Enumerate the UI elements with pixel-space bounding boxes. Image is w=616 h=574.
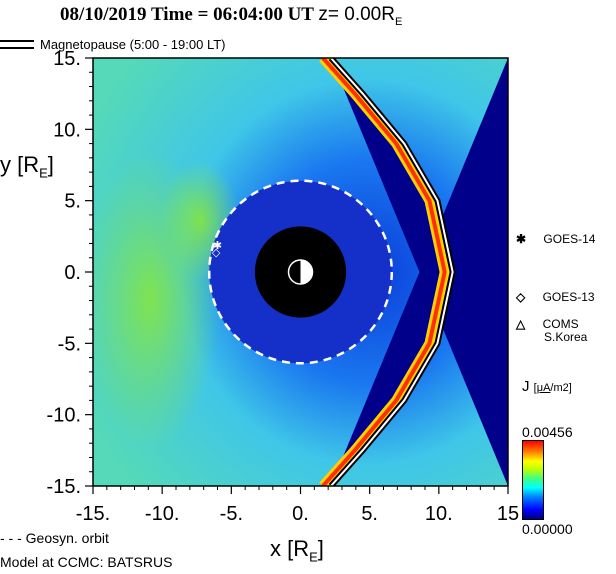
x-tick-label: -10. (145, 503, 179, 525)
chart-title: 08/10/2019 Time = 06:04:00 UT z= 0.00RE (60, 4, 402, 28)
x-tick-label: -15. (76, 503, 110, 525)
goes14-label: GOES-14 (543, 232, 596, 246)
magnetopause-legend: Magnetopause (5:00 - 19:00 LT) (0, 37, 226, 52)
geosyn-legend-dash: - - - (0, 530, 26, 546)
heatmap-field (93, 58, 508, 486)
x-tick-label: 10. (425, 503, 453, 525)
x-tick-label: 15 (497, 503, 519, 525)
x-tick-label: 0. (292, 503, 309, 525)
colorbar-min: 0.00000 (522, 521, 573, 537)
y-tick-label: 0. (64, 262, 81, 284)
x-tick-label: -5. (220, 503, 243, 525)
magnetopause-legend-label: Magnetopause (5:00 - 19:00 LT) (40, 37, 226, 52)
y-tick-label: 10. (53, 119, 81, 141)
goes14-legend: ✱ GOES-14 (516, 232, 595, 246)
asterisk-icon: ✱ (516, 232, 527, 246)
title-text: 08/10/2019 Time = 06:04:00 UT (60, 4, 314, 25)
diamond-icon: ◇ (516, 290, 526, 304)
coms-legend: △ COMS S.Korea (516, 318, 587, 344)
geosyn-legend: - - - Geosyn. orbit (0, 530, 109, 546)
triangle-icon: △ (516, 317, 526, 331)
colorbar-label: J [μA/m2] (522, 378, 572, 395)
coms-label: COMS (542, 317, 579, 331)
y-tick-label: -5. (58, 333, 81, 355)
y-tick-label: 15. (53, 48, 81, 70)
magnetopause-legend-line (0, 40, 34, 49)
goes13-legend: ◇ GOES-13 (516, 290, 595, 304)
geosyn-orbit-circle (207, 179, 394, 365)
y-tick-label: -15. (47, 476, 81, 498)
colorbar-max: 0.00456 (522, 424, 573, 440)
y-tick-label: 5. (64, 191, 81, 213)
y-tick-label: -10. (47, 405, 81, 427)
y-axis-label: y [RE] (0, 152, 54, 181)
geosyn-legend-label: Geosyn. orbit (25, 530, 109, 546)
colorbar (522, 440, 544, 520)
z-label: z= 0.00RE (318, 4, 403, 28)
coms-label-2: S.Korea (544, 330, 588, 344)
goes14-marker: ✱ (213, 240, 222, 252)
model-credit: Model at CCMC: BATSRUS (0, 554, 173, 570)
earth-day-night-icon (287, 259, 314, 285)
x-axis-label: x [RE] (270, 536, 324, 565)
x-tick-label: 5. (361, 503, 378, 525)
goes13-label: GOES-13 (542, 290, 595, 304)
goes13-marker: ◇ (212, 247, 221, 259)
